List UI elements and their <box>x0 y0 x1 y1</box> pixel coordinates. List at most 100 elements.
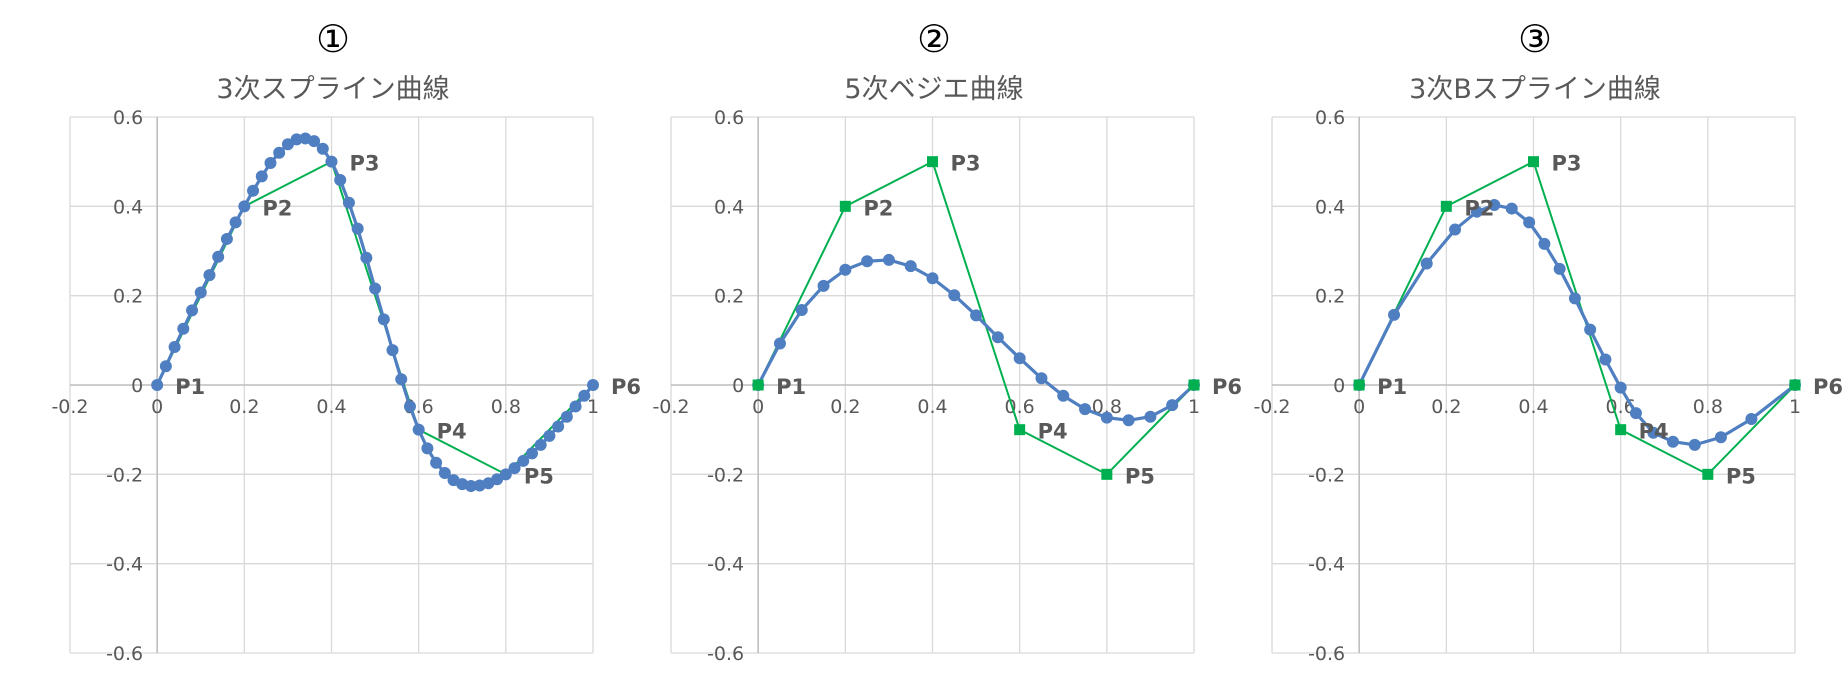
curve-point <box>1057 389 1070 402</box>
chart-number: ③ <box>1518 17 1552 61</box>
curve-point <box>578 389 591 402</box>
curve-point <box>203 269 216 282</box>
curve-point <box>1647 426 1660 439</box>
chart-title: 3次スプライン曲線 <box>216 74 449 105</box>
curve-point <box>395 373 408 386</box>
curve-point <box>255 170 268 183</box>
curve-point <box>534 438 547 451</box>
x-tick-label: 0.2 <box>229 396 259 418</box>
x-tick-label: -0.2 <box>1253 396 1290 418</box>
curve-point <box>491 473 504 486</box>
control-point-label: P1 <box>1377 375 1407 399</box>
curve-point <box>861 255 874 268</box>
curve-line <box>155 136 595 488</box>
curve-point <box>220 232 233 245</box>
y-tick-label: 0.6 <box>113 107 143 129</box>
control-point-marker <box>1101 468 1113 480</box>
y-tick-label: -0.2 <box>707 464 744 486</box>
control-point-label: P5 <box>1125 464 1155 488</box>
control-point-marker <box>1789 379 1801 391</box>
control-point-label: P3 <box>951 152 981 176</box>
x-tick-label: 0.2 <box>1431 396 1461 418</box>
control-point-label: P1 <box>175 375 205 399</box>
curve-point <box>238 200 251 213</box>
control-point-label: P2 <box>1464 196 1494 220</box>
curve-point <box>1523 216 1536 229</box>
x-tick-label: -0.2 <box>51 396 88 418</box>
x-tick-label: 0.8 <box>1092 396 1122 418</box>
y-tick-label: -0.4 <box>707 554 744 576</box>
curve-point <box>1013 352 1026 365</box>
curve-point <box>290 133 303 146</box>
y-tick-label: -0.6 <box>106 643 143 665</box>
control-point-label: P2 <box>863 196 893 220</box>
curve-point <box>194 286 207 299</box>
x-tick-label: 1 <box>1789 396 1801 418</box>
x-tick-label: 0.8 <box>1693 396 1723 418</box>
curve-point <box>926 272 939 285</box>
curve-point <box>403 400 416 413</box>
control-point-marker <box>1353 379 1365 391</box>
curve-point <box>342 196 355 209</box>
y-tick-label: 0.2 <box>714 286 744 308</box>
y-tick-label: 0 <box>732 375 744 397</box>
curve-point <box>316 142 329 155</box>
control-point-label: P6 <box>1212 375 1242 399</box>
x-tick-label: 1 <box>587 396 599 418</box>
curve-point <box>186 304 199 317</box>
control-point-marker <box>1014 424 1026 436</box>
x-tick-label: 0.4 <box>1518 396 1548 418</box>
curve-point <box>159 360 172 373</box>
control-point-marker <box>839 200 851 212</box>
curve-point <box>1629 407 1642 420</box>
curve-point <box>351 222 364 235</box>
curve-point <box>1714 431 1727 444</box>
curve-point <box>839 263 852 276</box>
control-point-label: P4 <box>1038 420 1068 444</box>
x-tick-label: 0.6 <box>1005 396 1035 418</box>
control-point-marker <box>1440 200 1452 212</box>
curve-point <box>552 420 565 433</box>
curve-point <box>273 146 286 159</box>
curve-point <box>1035 372 1048 385</box>
curve-point <box>948 289 961 302</box>
curve-point <box>1568 292 1581 305</box>
curve-point <box>412 423 425 436</box>
y-tick-label: -0.4 <box>1308 554 1345 576</box>
curve-point <box>1666 435 1679 448</box>
curve-point <box>151 379 164 391</box>
curve-point <box>817 279 830 292</box>
curve-point <box>1166 399 1179 412</box>
control-point-marker <box>752 379 764 391</box>
curve-point <box>334 173 347 186</box>
curve-point <box>360 251 373 264</box>
control-polygon-line <box>1358 160 1796 476</box>
curve-point <box>1420 257 1433 270</box>
control-point-label: P4 <box>1639 420 1669 444</box>
curve-point <box>1122 414 1135 427</box>
curve-point <box>587 379 599 391</box>
chart-title: 5次ベジエ曲線 <box>844 74 1023 105</box>
control-point-label: P1 <box>776 375 806 399</box>
curve-point <box>325 155 338 168</box>
curve-point <box>499 468 512 481</box>
control-point-label: P5 <box>524 464 554 488</box>
curve-point <box>1505 202 1518 215</box>
y-tick-label: 0.4 <box>714 196 744 218</box>
curve-point <box>369 282 382 295</box>
curve-point <box>1745 412 1758 425</box>
curve-point <box>281 138 294 151</box>
curve-point <box>904 260 917 273</box>
curve-point <box>517 454 530 467</box>
curve-line <box>1357 203 1796 447</box>
curve-point <box>168 341 181 354</box>
curve-point <box>1388 308 1401 321</box>
y-tick-label: -0.6 <box>1308 643 1345 665</box>
curve-point <box>1584 323 1597 336</box>
y-tick-label: -0.2 <box>1308 464 1345 486</box>
curve-point <box>264 157 277 170</box>
curve-point <box>247 184 260 197</box>
chart-number: ① <box>316 17 350 61</box>
x-tick-label: 0.2 <box>830 396 860 418</box>
